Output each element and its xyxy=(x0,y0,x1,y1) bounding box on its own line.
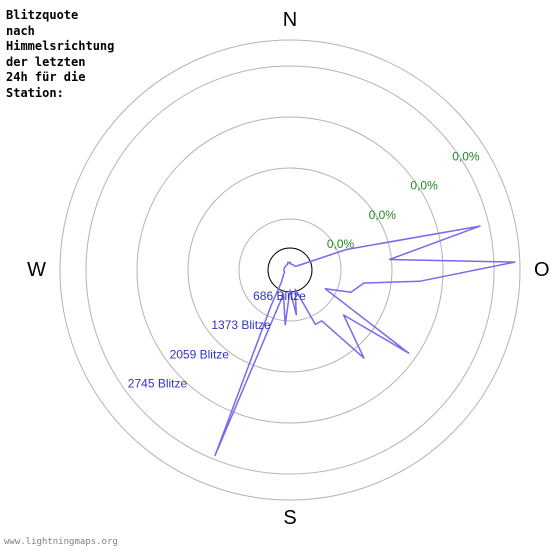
compass-s: S xyxy=(283,507,296,529)
compass-n: N xyxy=(283,9,297,31)
ring-labels-pct: 0,0% 0,0% 0,0% 0,0% xyxy=(327,149,480,251)
data-shape xyxy=(215,226,515,455)
count-label: 1373 Blitze xyxy=(211,318,271,332)
data-polygon xyxy=(215,226,515,455)
count-label: 2745 Blitze xyxy=(128,377,188,391)
compass-labels: N O S W xyxy=(27,9,549,529)
ring-grid xyxy=(60,40,520,500)
pct-label: 0,0% xyxy=(369,208,397,222)
count-label: 686 Blitze xyxy=(253,289,306,303)
grid-ring xyxy=(86,66,494,474)
grid-ring xyxy=(60,40,520,500)
pct-label: 0,0% xyxy=(410,179,438,193)
grid-ring xyxy=(268,248,312,292)
polar-chart: 0,0% 0,0% 0,0% 0,0% 686 Blitze 1373 Blitze 20… xyxy=(0,0,550,550)
attribution: www.lightningmaps.org xyxy=(4,537,118,547)
pct-label: 0,0% xyxy=(452,149,480,163)
count-label: 2059 Blitze xyxy=(170,347,230,361)
compass-e: O xyxy=(534,259,550,281)
grid-ring xyxy=(188,168,392,372)
grid-ring xyxy=(239,219,341,321)
compass-w: W xyxy=(27,259,46,281)
pct-label: 0,0% xyxy=(327,237,355,251)
